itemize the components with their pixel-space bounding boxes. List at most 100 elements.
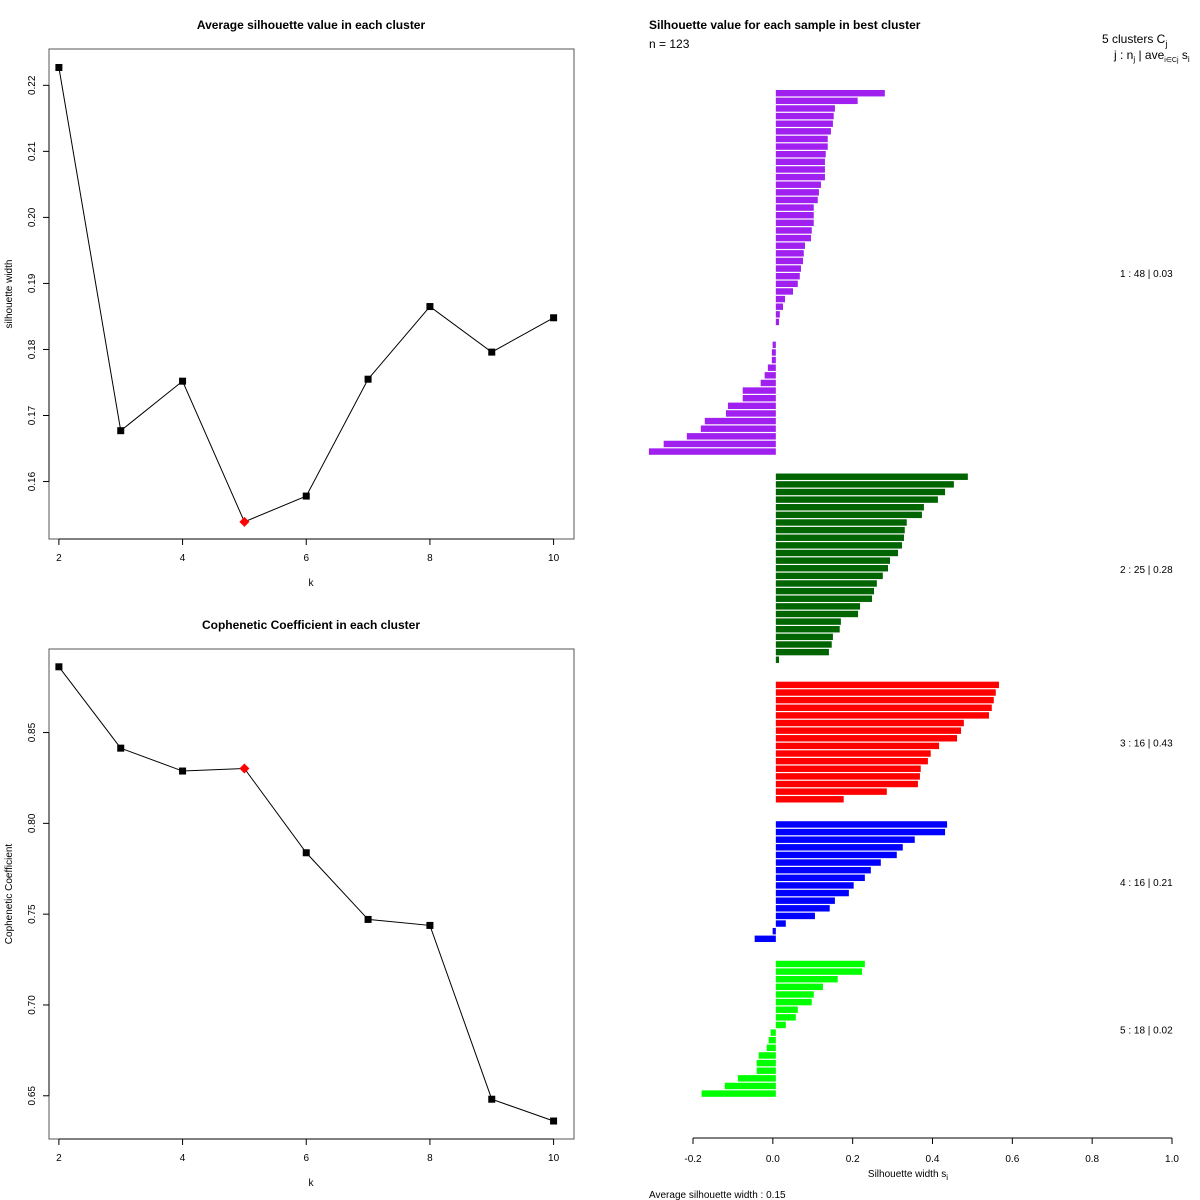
series-line bbox=[58, 666, 554, 1122]
y-tick-label: 0.22 bbox=[27, 75, 38, 95]
silhouette-bar bbox=[775, 796, 844, 803]
sample-count: n = 123 bbox=[649, 37, 690, 51]
highlight-point bbox=[239, 516, 250, 527]
x-axis-label: Silhouette width si bbox=[868, 1169, 948, 1182]
data-point bbox=[488, 1095, 496, 1103]
silhouette-bar bbox=[775, 704, 992, 711]
silhouette-bar bbox=[775, 234, 811, 242]
x-tick-label: 6 bbox=[303, 1153, 309, 1164]
silhouette-bar-panel: Silhouette value for each sample in best… bbox=[648, 18, 1190, 1200]
silhouette-bar bbox=[775, 112, 834, 120]
silhouette-bar bbox=[775, 773, 920, 780]
silhouette-bar bbox=[775, 960, 865, 968]
x-tick-label: -0.2 bbox=[684, 1154, 702, 1165]
silhouette-bar bbox=[775, 603, 861, 610]
silhouette-bar bbox=[775, 481, 954, 488]
silhouette-bar bbox=[775, 595, 873, 602]
silhouette-bar bbox=[770, 1029, 776, 1036]
cophenetic-title: Cophenetic Coefficient in each cluster bbox=[202, 618, 420, 632]
y-tick-label: 0.17 bbox=[27, 405, 38, 425]
silhouette-bar bbox=[771, 356, 776, 364]
silhouette-bar bbox=[775, 526, 905, 534]
silhouette-bar bbox=[775, 303, 784, 310]
data-point bbox=[302, 849, 310, 857]
data-point bbox=[302, 492, 310, 500]
silhouette-bar bbox=[767, 364, 776, 371]
silhouette-bar bbox=[775, 265, 801, 272]
legend-subheader-end: s bbox=[1179, 48, 1188, 62]
data-point bbox=[55, 663, 63, 671]
silhouette-bar bbox=[775, 572, 883, 580]
silhouette-bar bbox=[775, 633, 833, 641]
data-point bbox=[179, 767, 187, 775]
silhouette-bar bbox=[775, 976, 838, 983]
silhouette-bar bbox=[775, 905, 830, 912]
silhouette-bar bbox=[775, 626, 840, 633]
silhouette-bar bbox=[775, 897, 835, 904]
silhouette-bar bbox=[775, 204, 814, 211]
legend-subheader-sub2: i∈Cj bbox=[1164, 57, 1179, 64]
y-tick-label: 0.75 bbox=[27, 904, 38, 924]
silhouette-bar bbox=[775, 166, 825, 173]
silhouette-bar bbox=[775, 889, 849, 897]
data-point bbox=[364, 375, 372, 383]
x-tick-label: 8 bbox=[427, 1153, 433, 1164]
silhouette-bar bbox=[772, 341, 776, 349]
silhouette-bar bbox=[758, 1052, 776, 1059]
silhouette-bar bbox=[775, 727, 962, 734]
y-tick-label: 0.70 bbox=[27, 995, 38, 1015]
silhouette-bar bbox=[775, 318, 780, 326]
silhouette-bar bbox=[775, 1021, 786, 1029]
silhouette-bar bbox=[775, 750, 931, 757]
legend-subheader-sub: j bbox=[1132, 55, 1135, 64]
cophenetic-line-panel: Cophenetic Coefficient in each cluster 2… bbox=[4, 618, 575, 1189]
silhouette-bar bbox=[700, 425, 776, 432]
data-point bbox=[117, 427, 125, 435]
silhouette-bar-title: Silhouette value for each sample in best… bbox=[649, 18, 921, 32]
silhouette-bar bbox=[775, 181, 821, 188]
silhouette-bar bbox=[775, 150, 826, 158]
y-tick-label: 0.19 bbox=[27, 273, 38, 293]
silhouette-bar bbox=[775, 189, 819, 196]
cluster-label: 1 : 48 | 0.03 bbox=[1120, 269, 1173, 280]
silhouette-bar bbox=[775, 496, 938, 503]
silhouette-bar bbox=[771, 349, 776, 356]
x-tick-label: 4 bbox=[180, 553, 186, 564]
plot-frame bbox=[48, 48, 575, 540]
silhouette-bar bbox=[648, 448, 776, 455]
data-point bbox=[550, 314, 558, 322]
legend-subheader: j : nj | avei∈Cj si bbox=[1113, 48, 1190, 64]
silhouette-bar bbox=[775, 689, 996, 696]
x-tick-label: 10 bbox=[548, 1153, 560, 1164]
legend-subheader-rest: | ave bbox=[1135, 48, 1164, 62]
silhouette-bar bbox=[775, 587, 875, 595]
silhouette-bar bbox=[775, 765, 921, 772]
y-tick-label: 0.85 bbox=[27, 722, 38, 742]
series-line bbox=[58, 67, 554, 523]
silhouette-bar bbox=[775, 610, 859, 618]
silhouette-bar bbox=[775, 565, 888, 572]
silhouette-bar bbox=[775, 712, 989, 719]
legend-header: 5 clusters Cj bbox=[1102, 32, 1167, 49]
data-point bbox=[426, 921, 434, 929]
highlight-point bbox=[239, 763, 250, 774]
silhouette-bar bbox=[742, 394, 776, 402]
silhouette-bar bbox=[775, 504, 924, 511]
y-tick-label: 0.20 bbox=[27, 207, 38, 227]
x-axis-label-sub: i bbox=[946, 1173, 948, 1182]
data-point bbox=[364, 915, 372, 923]
y-tick-label: 0.21 bbox=[27, 141, 38, 161]
silhouette-bar bbox=[775, 912, 815, 920]
silhouette-bar bbox=[756, 1059, 776, 1067]
silhouette-bar bbox=[775, 196, 818, 204]
silhouette-bar bbox=[775, 844, 903, 851]
silhouette-bar bbox=[775, 90, 885, 97]
x-tick-label: 10 bbox=[548, 553, 560, 564]
silhouette-bar bbox=[663, 440, 776, 448]
silhouette-bar bbox=[775, 173, 825, 181]
silhouette-bar bbox=[727, 402, 776, 410]
y-axis-label: Cophenetic Coefficient bbox=[4, 844, 15, 945]
average-silhouette-footer: Average silhouette width : 0.15 bbox=[649, 1190, 786, 1200]
silhouette-bar bbox=[775, 859, 881, 866]
